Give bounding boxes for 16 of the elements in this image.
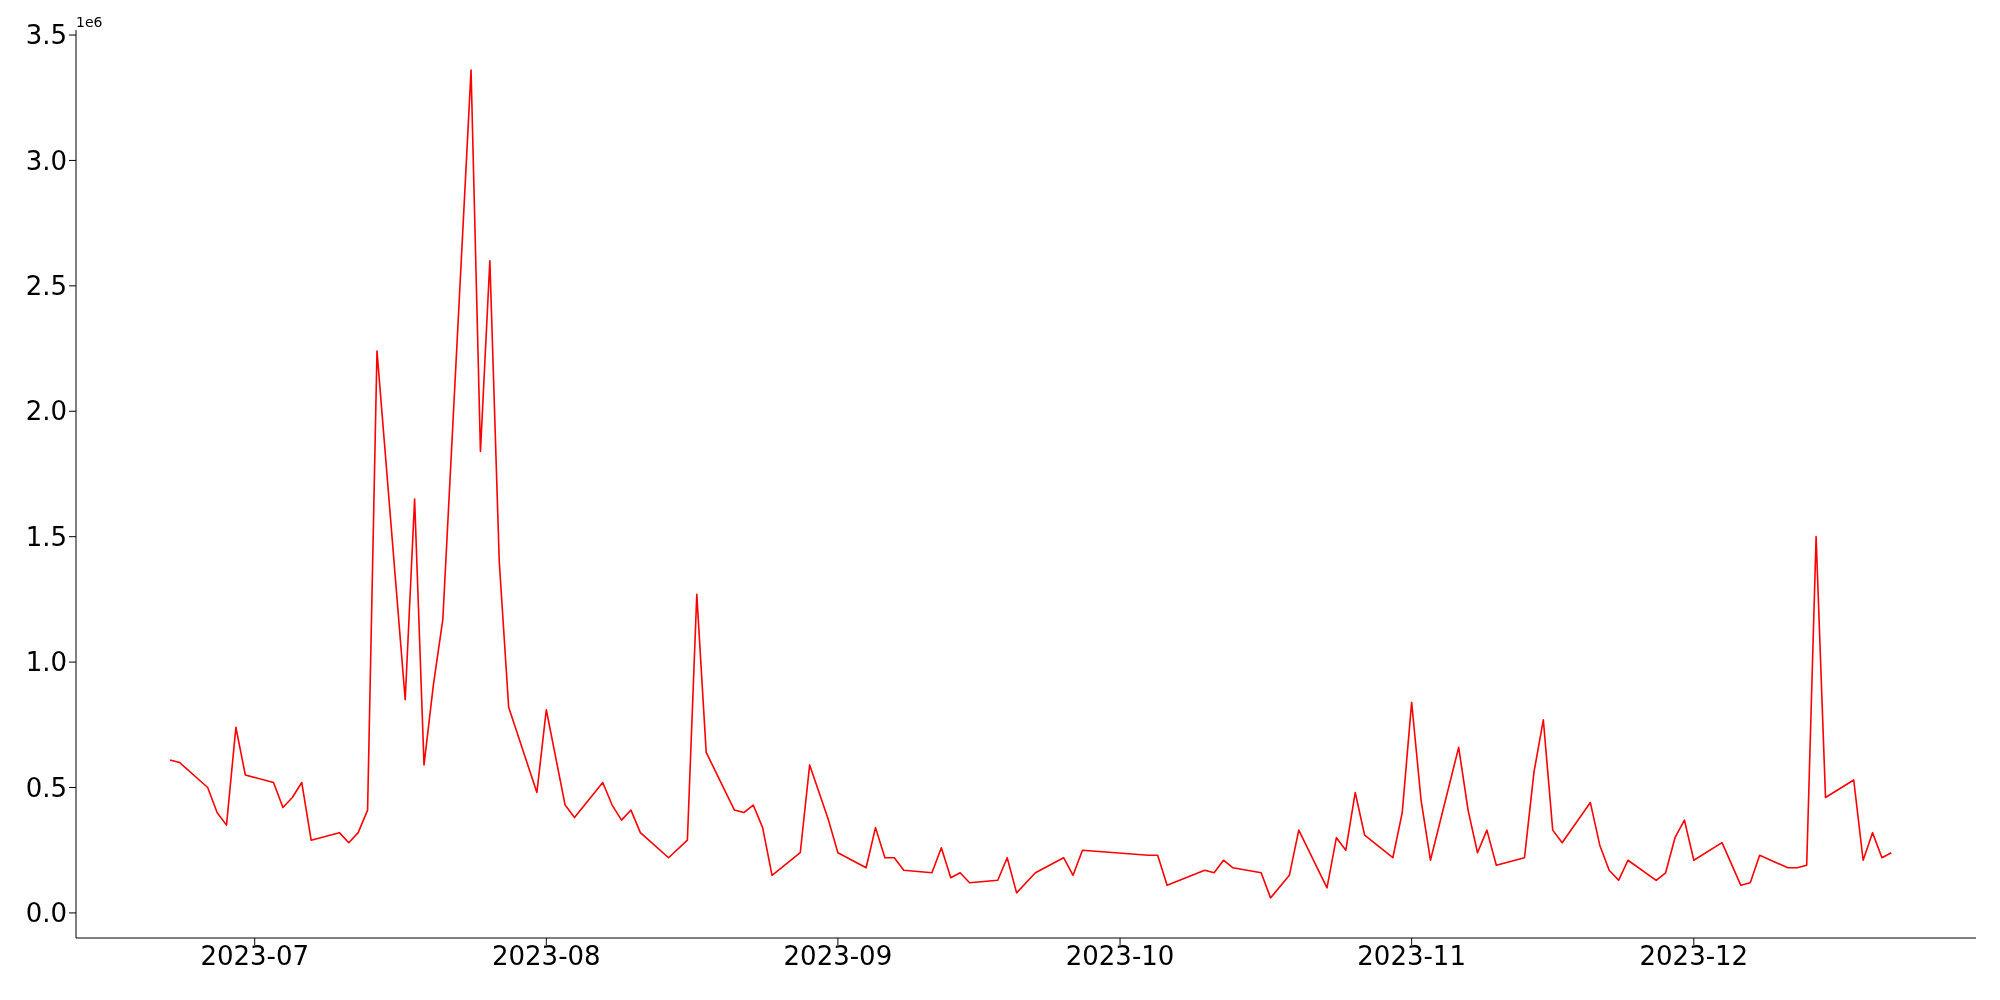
y-tick-label: 0.5	[25, 772, 67, 803]
x-tick-label: 2023-11	[1357, 941, 1466, 972]
x-tick-label: 2023-07	[200, 941, 310, 972]
x-tick-label: 2023-08	[491, 941, 601, 972]
x-tick-label: 2023-12	[1639, 941, 1749, 972]
x-tick-label: 2023-09	[783, 941, 893, 972]
y-tick-label: 1.0	[25, 647, 67, 678]
y-tick-label: 2.0	[25, 396, 67, 427]
y-tick-label: 3.0	[25, 145, 67, 176]
y-tick-label: 1.5	[25, 521, 67, 552]
x-tick-label: 2023-10	[1065, 941, 1175, 972]
line-series	[169, 69, 1893, 899]
y-tick-label: 3.5	[25, 20, 67, 51]
y-tick-label: 0.0	[25, 898, 67, 929]
y-tick-label: 2.5	[25, 271, 67, 302]
text: 1e6	[76, 14, 103, 30]
